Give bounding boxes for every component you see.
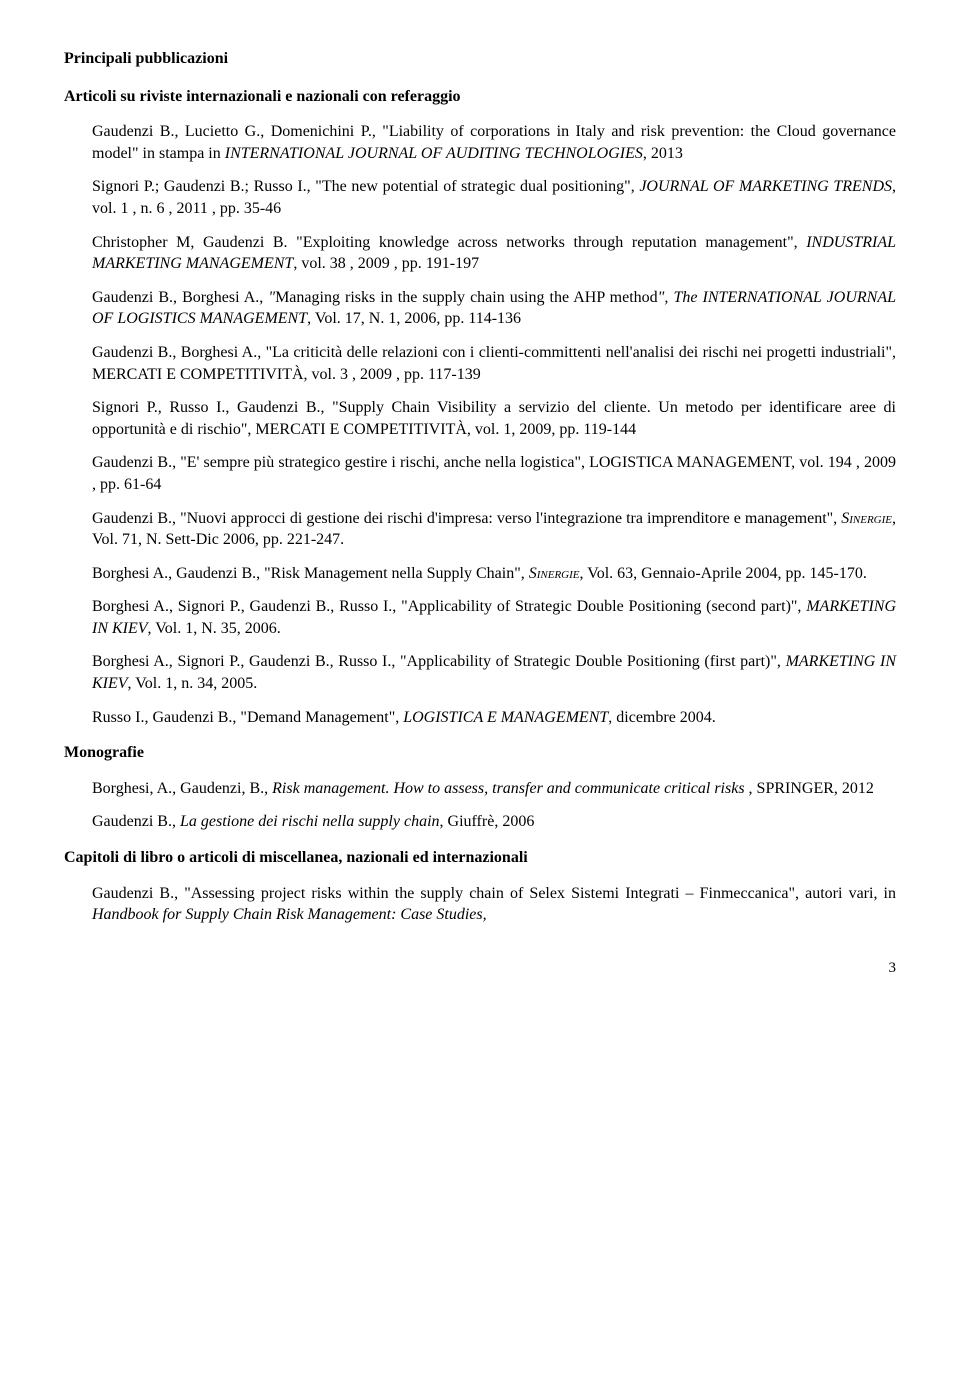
publication-entry: Christopher M, Gaudenzi B. "Exploiting k…	[92, 232, 896, 275]
publication-entry: Gaudenzi B., Lucietto G., Domenichini P.…	[92, 121, 896, 164]
publication-entry: Borghesi, A., Gaudenzi, B., Risk managem…	[92, 778, 896, 800]
publication-entry: Borghesi A., Signori P., Gaudenzi B., Ru…	[92, 651, 896, 694]
monographs-heading: Monografie	[64, 742, 896, 764]
publication-entry: Gaudenzi B., "Assessing project risks wi…	[92, 883, 896, 926]
publication-entry: Signori P., Russo I., Gaudenzi B., "Supp…	[92, 397, 896, 440]
publication-entry: Signori P.; Gaudenzi B.; Russo I., "The …	[92, 176, 896, 219]
publication-entry: Borghesi A., Gaudenzi B., "Risk Manageme…	[92, 563, 896, 585]
publication-entry: Gaudenzi B., Borghesi A., "La criticità …	[92, 342, 896, 385]
publication-entry: Gaudenzi B., Borghesi A., "Managing risk…	[92, 287, 896, 330]
publication-entry: Borghesi A., Signori P., Gaudenzi B., Ru…	[92, 596, 896, 639]
articles-list: Gaudenzi B., Lucietto G., Domenichini P.…	[92, 121, 896, 728]
chapters-heading: Capitoli di libro o articoli di miscella…	[64, 847, 896, 869]
publication-entry: Russo I., Gaudenzi B., "Demand Managemen…	[92, 707, 896, 729]
articles-heading: Articoli su riviste internazionali e naz…	[64, 86, 896, 108]
monographs-list: Borghesi, A., Gaudenzi, B., Risk managem…	[92, 778, 896, 833]
page-number: 3	[64, 958, 896, 978]
publication-entry: Gaudenzi B., "Nuovi approcci di gestione…	[92, 508, 896, 551]
main-heading: Principali pubblicazioni	[64, 48, 896, 70]
publication-entry: Gaudenzi B., La gestione dei rischi nell…	[92, 811, 896, 833]
chapters-list: Gaudenzi B., "Assessing project risks wi…	[92, 883, 896, 926]
publication-entry: Gaudenzi B., "E' sempre più strategico g…	[92, 452, 896, 495]
